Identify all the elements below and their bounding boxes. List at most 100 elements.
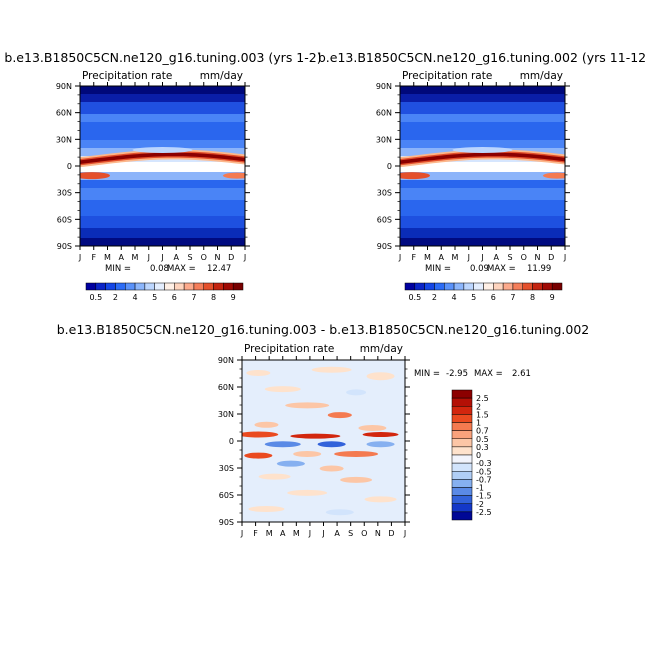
colorbar-label: 4	[452, 293, 457, 302]
field-band	[400, 238, 565, 241]
min-value: -2.95	[446, 369, 468, 379]
field-band	[400, 172, 565, 175]
colorbar-box	[451, 446, 473, 456]
y-tick-label: 90N	[376, 82, 392, 91]
field-band	[80, 196, 245, 199]
colorbar-box	[203, 282, 214, 291]
field-band	[400, 98, 565, 101]
y-tick-label: 60S	[377, 215, 392, 224]
x-tick-label: A	[119, 253, 125, 262]
field-band	[80, 104, 245, 107]
colorbar-box	[542, 282, 553, 291]
field-band	[400, 128, 565, 131]
field-band	[400, 106, 565, 109]
x-tick-label: S	[507, 253, 512, 262]
colorbar-box	[213, 282, 224, 291]
anomaly-blob	[290, 433, 341, 439]
y-tick-label: 90S	[377, 242, 392, 251]
anomaly-blob	[276, 460, 305, 467]
field-band	[80, 112, 245, 115]
field-band	[80, 214, 245, 217]
colorbar-box	[134, 282, 146, 291]
colorbar-box	[483, 282, 494, 291]
anomaly-blob	[366, 372, 395, 381]
colorbar-box	[493, 282, 504, 291]
field-band	[400, 242, 565, 245]
field-band	[80, 92, 245, 95]
field-band	[80, 98, 245, 101]
field-band	[400, 132, 565, 135]
field-band	[80, 236, 245, 239]
field-band	[400, 214, 565, 217]
field-band	[400, 236, 565, 239]
south-band-left	[400, 172, 430, 180]
y-tick-label: 0	[387, 162, 392, 171]
field-band	[80, 128, 245, 131]
field-band	[400, 192, 565, 195]
field-band	[80, 108, 245, 111]
anomaly-blob	[319, 465, 344, 472]
field-band	[80, 174, 245, 177]
x-tick-label: J	[308, 529, 311, 538]
colorbar-label: 0.3	[476, 443, 489, 452]
x-tick-label: D	[228, 253, 234, 262]
field-band	[80, 118, 245, 121]
min-value: 0.09	[470, 264, 489, 274]
field-band	[80, 198, 245, 201]
field-band	[400, 212, 565, 215]
field-band	[400, 142, 565, 145]
field-band	[400, 122, 565, 125]
field-band	[400, 164, 565, 167]
x-tick-label: O	[201, 253, 207, 262]
field-band	[400, 116, 565, 119]
field-band	[80, 162, 245, 165]
field-band	[400, 174, 565, 177]
colorbar-box	[451, 454, 473, 464]
field-band	[400, 228, 565, 231]
light-patch	[132, 147, 193, 153]
colorbar-box	[551, 282, 563, 291]
colorbar-label: 0	[476, 451, 481, 460]
x-tick-label: O	[521, 253, 527, 262]
x-tick-label: A	[439, 253, 445, 262]
field-band	[80, 194, 245, 197]
field-band	[400, 92, 565, 95]
field-band	[80, 140, 245, 143]
south-band-left	[80, 172, 110, 180]
max-value: 11.99	[527, 264, 551, 274]
y-tick-label: 30N	[218, 410, 234, 419]
field-band	[400, 96, 565, 99]
field-band	[80, 204, 245, 207]
y-tick-label: 60N	[376, 109, 392, 118]
field-band	[80, 142, 245, 145]
max-value: 12.47	[207, 264, 231, 274]
max-label: MAX =	[487, 264, 516, 274]
y-tick-label: 30S	[377, 189, 392, 198]
colorbar-box	[154, 282, 165, 291]
x-tick-label: J	[147, 253, 150, 262]
anomaly-blob	[254, 421, 279, 428]
colorbar-label: 7	[191, 293, 196, 302]
x-tick-label: J	[403, 529, 406, 538]
field-band	[80, 176, 245, 179]
field-band	[400, 112, 565, 115]
colorbar-box	[404, 282, 416, 291]
x-tick-label: S	[348, 529, 353, 538]
colorbar-box	[453, 282, 465, 291]
field-band	[80, 202, 245, 205]
y-tick-label: 90S	[219, 518, 234, 527]
x-tick-label: J	[480, 253, 483, 262]
colorbar-label: -0.3	[476, 459, 492, 468]
field-band	[400, 178, 565, 181]
field-band	[80, 90, 245, 93]
colorbar-box	[85, 282, 97, 291]
y-tick-label: 90N	[56, 82, 72, 91]
field-band	[400, 160, 565, 163]
field-band	[400, 182, 565, 185]
field-band	[80, 160, 245, 163]
field-band	[80, 182, 245, 185]
field-band	[400, 94, 565, 97]
colorbar-box	[223, 282, 234, 291]
field-band	[80, 96, 245, 99]
